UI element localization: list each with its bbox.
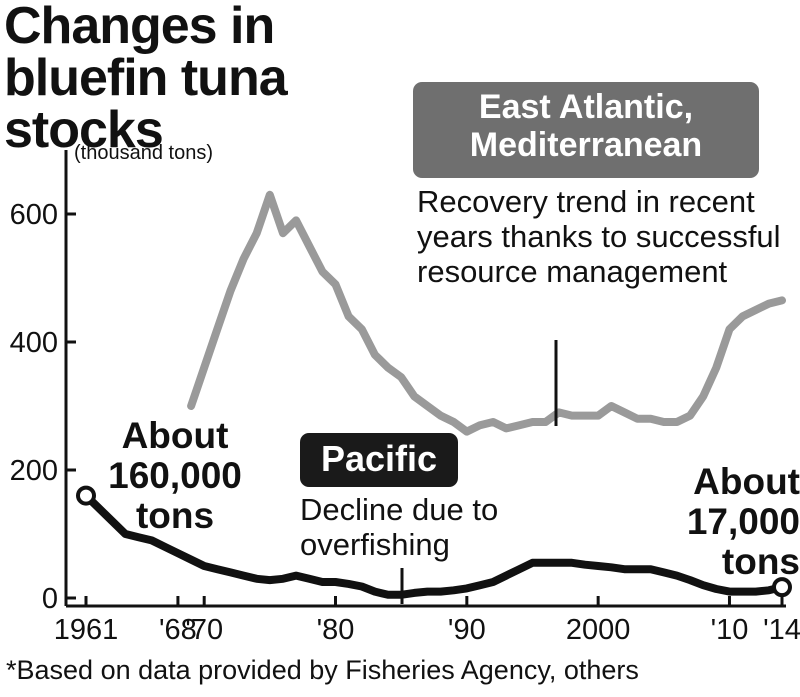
start-value-annotation: About 160,000 tons xyxy=(108,415,242,536)
x-tick-label: '90 xyxy=(448,614,486,646)
y-tick-label: 200 xyxy=(10,455,58,487)
x-tick-label: '70 xyxy=(185,614,223,646)
pacific-series-line xyxy=(82,491,786,599)
source-footnote: *Based on data provided by Fisheries Age… xyxy=(6,655,639,685)
east-atlantic-annotation: Recovery trend in recent years thanks to… xyxy=(417,184,781,289)
page-title: Changes in bluefin tuna stocks xyxy=(4,0,288,159)
chart-series xyxy=(76,190,792,599)
x-tick-label: 1961 xyxy=(54,614,119,646)
east-atlantic-series-line xyxy=(187,190,786,436)
y-tick-label: 400 xyxy=(10,327,58,359)
x-tick-label: '80 xyxy=(317,614,355,646)
y-tick-label: 0 xyxy=(42,583,58,615)
pacific-series-label: Pacific xyxy=(300,433,458,487)
y-tick-label: 600 xyxy=(10,199,58,231)
chart-axes: 0 200 400 600 1961 '68'70 '80 '90 2000 '10 '14 xyxy=(10,150,800,646)
pacific-annotation: Decline due to overfishing xyxy=(300,492,499,562)
x-tick-label: '10 xyxy=(711,614,749,646)
pacific-end-point xyxy=(772,577,792,598)
east-atlantic-series-label: East Atlantic, Mediterranean xyxy=(413,82,759,178)
y-axis-unit-label: (thousand tons) xyxy=(74,142,213,164)
pacific-start-point xyxy=(76,485,96,506)
x-tick-label: 2000 xyxy=(566,614,631,646)
end-value-annotation: About 17,000 tons xyxy=(686,461,800,582)
x-tick-label: '68 xyxy=(159,614,197,646)
x-tick-label: '14 xyxy=(763,614,800,646)
